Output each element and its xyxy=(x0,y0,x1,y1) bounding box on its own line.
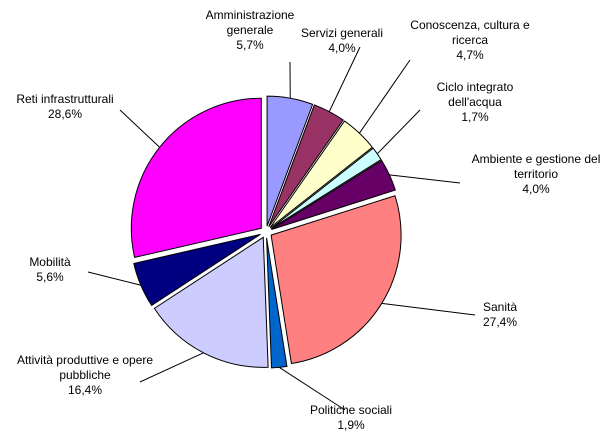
value-label: 28,6% xyxy=(47,107,83,121)
category-label: Servizi generali xyxy=(300,26,384,40)
category-label: Conoscenza, cultura e ricerca xyxy=(410,18,530,47)
slice-label: Conoscenza, cultura e ricerca 4,7% xyxy=(405,18,535,63)
value-label: 1,9% xyxy=(337,418,365,432)
slice-label: Reti infrastrutturali 28,6% xyxy=(5,92,125,122)
category-label: Ciclo integrato dell'acqua xyxy=(436,80,514,109)
category-label: Sanità xyxy=(482,300,518,314)
pie-slice xyxy=(133,233,261,307)
category-label: Amministrazione generale xyxy=(205,8,295,37)
leader-line xyxy=(328,46,361,112)
value-label: 16,4% xyxy=(67,383,103,397)
pie-slice xyxy=(268,104,344,227)
leader-line xyxy=(381,302,476,316)
category-label: Reti infrastrutturali xyxy=(16,92,114,106)
leader-line xyxy=(87,271,141,286)
value-label: 4,0% xyxy=(522,182,550,196)
value-label: 4,7% xyxy=(456,48,484,62)
value-label: 4,0% xyxy=(328,41,356,55)
slice-label: Sanità 27,4% xyxy=(470,300,530,330)
leader-line xyxy=(358,59,411,134)
leader-line xyxy=(376,109,421,155)
pie-slice xyxy=(269,120,374,229)
value-label: 5,6% xyxy=(36,270,64,284)
slice-label: Mobilità 5,6% xyxy=(15,255,85,285)
value-label: 1,7% xyxy=(461,110,489,124)
category-label: Politiche sociali xyxy=(309,403,393,417)
category-label: Mobilità xyxy=(29,255,71,269)
pie-slice xyxy=(266,237,288,369)
slice-label: Ambiente e gestione del territorio 4,0% xyxy=(458,152,614,197)
slice-label: Servizi generali 4,0% xyxy=(292,26,392,56)
pie-slice xyxy=(266,95,314,227)
category-label: Ambiente e gestione del territorio xyxy=(471,152,601,181)
leader-line xyxy=(119,109,160,148)
pie-slice xyxy=(271,159,396,230)
value-label: 5,7% xyxy=(236,38,264,52)
leader-line xyxy=(139,352,204,383)
pie-slice xyxy=(130,97,262,259)
category-label: Attività produttive e opere pubbliche xyxy=(16,353,154,382)
slice-label: Amministrazione generale 5,7% xyxy=(195,8,305,53)
leader-line xyxy=(278,366,346,411)
pie-slice xyxy=(270,147,382,229)
pie-slice xyxy=(153,236,269,368)
value-label: 27,4% xyxy=(482,315,518,329)
slice-label: Attività produttive e opere pubbliche 16,… xyxy=(5,353,165,398)
slice-label: Ciclo integrato dell'acqua 1,7% xyxy=(420,80,530,125)
slice-label: Politiche sociali 1,9% xyxy=(296,403,406,433)
leader-line xyxy=(389,174,461,184)
